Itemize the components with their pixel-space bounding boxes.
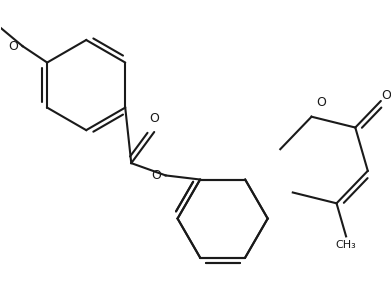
Text: O: O [382, 88, 391, 102]
Text: CH₃: CH₃ [336, 241, 357, 251]
Text: O: O [152, 169, 161, 182]
Text: O: O [9, 40, 18, 53]
Text: O: O [149, 112, 159, 125]
Text: O: O [316, 95, 326, 109]
